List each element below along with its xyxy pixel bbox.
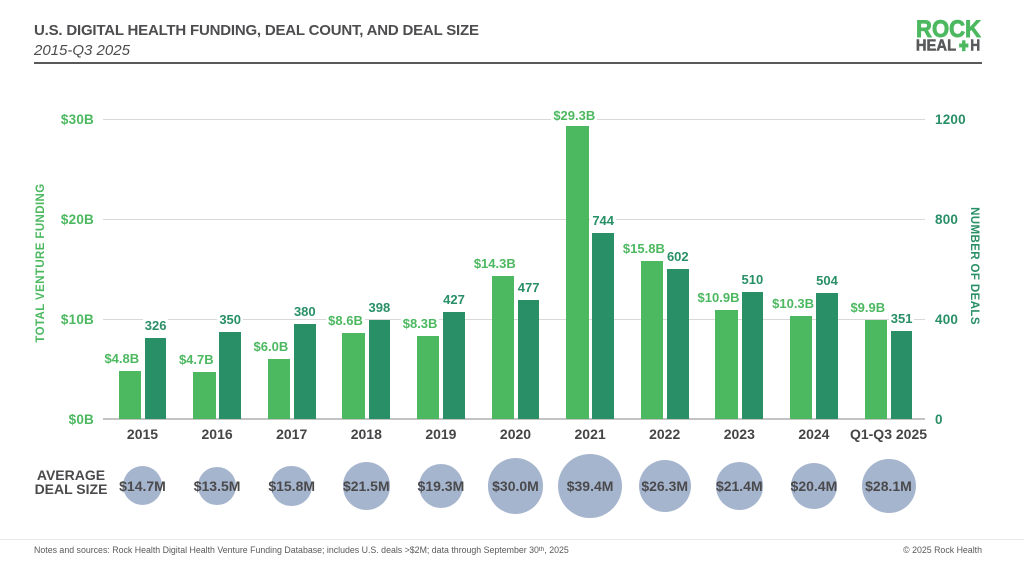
svg-text:HEAL: HEAL [916, 38, 956, 55]
svg-text:ROCK: ROCK [916, 16, 981, 43]
svg-text:H: H [970, 38, 980, 55]
